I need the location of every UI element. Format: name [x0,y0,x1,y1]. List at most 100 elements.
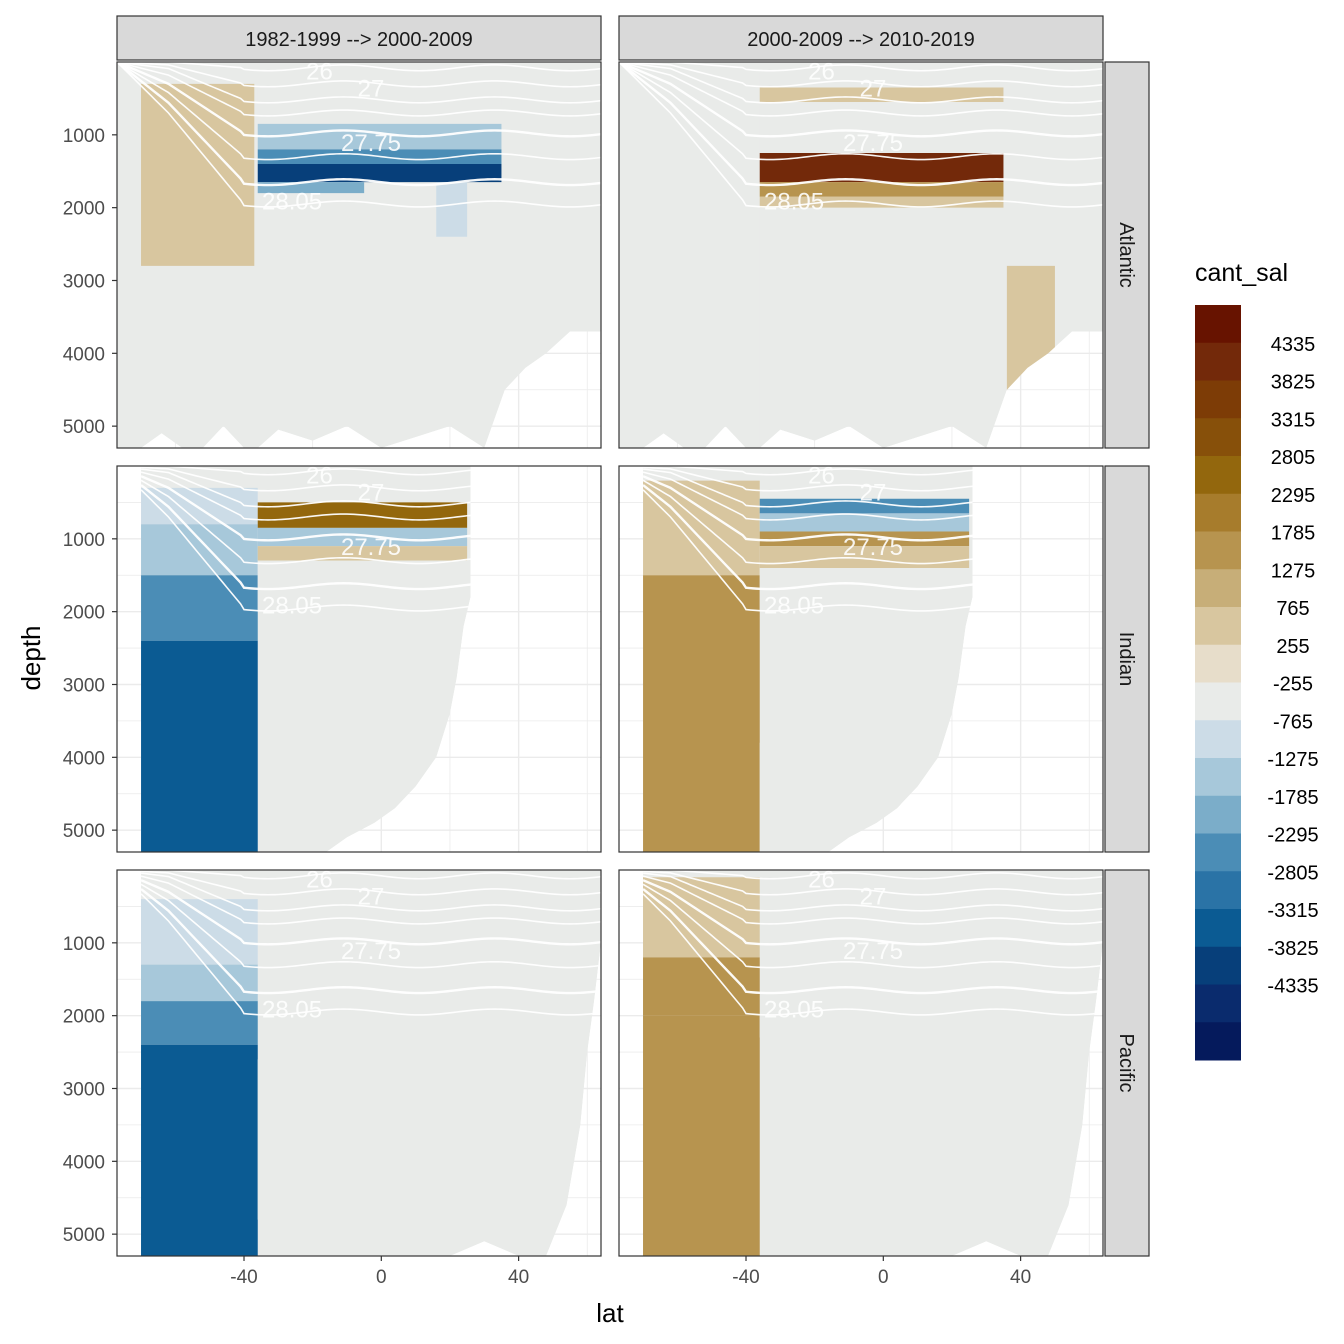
isopycnal-label: 28.05 [764,996,824,1023]
legend-swatch [1195,909,1241,948]
heatmap-cell [759,513,970,532]
isopycnal-line [141,870,601,896]
row-strip-label: Atlantic [1115,222,1137,288]
isopycnal-line [619,62,1103,187]
isopycnal-label: 27.75 [843,534,903,561]
isopycnal-label: 26 [306,59,333,86]
facet-strips: 1982-1999 --> 2000-2009 2000-2009 --> 201… [116,15,1150,1257]
heatmap-cell [141,640,258,852]
isopycnal-line [117,62,601,88]
isopycnal-line [141,893,601,1016]
isopycnal-label: 27 [860,883,887,910]
legend-swatch [1195,682,1241,721]
panel-indian-period-1: 26 27 27.75 28.05 [116,463,602,853]
y-axis-title: depth [16,625,46,690]
isopycnal-line [619,62,1103,88]
isopycnal-line [117,62,601,187]
isopycnal-line [643,479,973,565]
y-tick-label: 1000 [63,530,105,551]
isopycnal-line [643,879,1103,946]
isopycnal-line [117,62,601,72]
column-strip-label: 2000-2009 --> 2010-2019 [747,29,974,51]
x-tick-label: -40 [732,1267,759,1288]
legend-title: cant_sal [1195,259,1288,287]
isopycnal-line [643,870,1103,880]
isopycnal-line [643,489,973,612]
legend-break-label: 4335 [1271,334,1316,356]
heatmap-cell [141,1001,258,1045]
isopycnal-label: 27 [358,883,385,910]
x-tick-label: 40 [508,1267,529,1288]
heatmap-cell [257,163,502,183]
heatmap-field [643,466,973,852]
isopycnal-label: 27 [860,75,887,102]
y-tick-label: 3000 [63,675,105,696]
heatmap-cell [759,196,1004,208]
heatmap-cell [759,567,970,612]
y-tick-label: 3000 [63,1079,105,1100]
heatmap-cell [643,480,760,576]
row-strip [1104,61,1150,449]
panel-pacific-period-1: 26 27 27.75 28.05 [116,869,602,1257]
isopycnal-line [141,879,601,946]
isopycnal-label: 28.05 [262,188,322,215]
heatmap-field [619,62,1103,448]
heatmap-cell [759,182,1004,197]
heatmap-field [643,870,1103,1256]
heatmap-cell [759,531,970,547]
isopycnal-line [619,62,1103,161]
legend-swatch [1195,305,1241,344]
heatmap-cell [257,1059,499,1220]
heatmap-cell [759,1015,1001,1038]
panel-border [116,465,602,853]
heatmap-cell [257,123,502,150]
row-strip-label: Indian [1115,632,1137,687]
panel-atlantic-period-2: 26 27 27.75 28.05 [618,61,1104,449]
legend-swatch [1195,342,1241,381]
heatmap-cell [643,957,760,1016]
legend-break-label: -2805 [1267,862,1318,884]
isopycnal-line [643,888,1103,995]
isopycnal-contours: 26 27 27.75 28.05 [141,463,471,619]
heatmap-cell [759,498,970,514]
heatmap-cell [436,182,468,237]
isopycnal-label: 26 [808,867,835,894]
heatmap-cell [643,575,760,852]
isopycnal-line [619,62,1103,72]
legend-swatch [1195,1022,1241,1061]
isopycnal-line [117,62,601,104]
isopycnal-line [619,62,1103,104]
isopycnal-line [643,466,973,492]
isopycnal-line [141,475,471,542]
legend-break-label: -3825 [1267,938,1318,960]
isopycnal-line [141,872,601,912]
panel-border [618,61,1104,449]
isopycnal-label: 26 [306,463,333,490]
row-strip [1104,869,1150,1257]
legend-break-label: 255 [1276,636,1309,658]
isopycnal-label: 27 [358,75,385,102]
legend-swatch [1195,871,1241,910]
heatmap-cell [141,1044,258,1256]
y-tick-label: 4000 [63,748,105,769]
panel-pacific-period-2: 26 27 27.75 28.05 [618,867,1104,1257]
heatmap-cell [257,527,468,547]
legend-break-label: -2295 [1267,825,1318,847]
isopycnal-label: 28.05 [262,996,322,1023]
isopycnal-line [117,62,601,161]
column-strip-label: 1982-1999 --> 2000-2009 [245,29,472,51]
heatmap-cell [257,546,468,561]
isopycnal-line [141,870,601,880]
legend-break-label: 2805 [1271,447,1316,469]
legend-break-label: -255 [1273,674,1313,696]
legend-swatch [1195,531,1241,570]
y-tick-label: 2000 [63,603,105,624]
isopycnal-line [141,466,471,492]
isopycnal-label: 27 [860,479,887,506]
isopycnal-label: 27.75 [341,938,401,965]
isopycnal-label: 27.75 [843,130,903,157]
column-strip [618,15,1104,61]
isopycnal-line [117,62,601,117]
heatmap-cell [643,1015,760,1256]
